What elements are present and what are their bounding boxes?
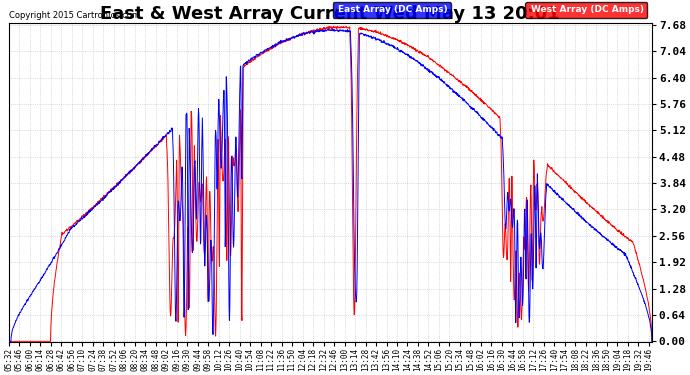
Text: Copyright 2015 Cartronics.com: Copyright 2015 Cartronics.com (9, 10, 139, 20)
Title: East & West Array Current Wed May 13 20:01: East & West Array Current Wed May 13 20:… (101, 4, 560, 22)
Legend: West Array (DC Amps): West Array (DC Amps) (525, 2, 647, 18)
